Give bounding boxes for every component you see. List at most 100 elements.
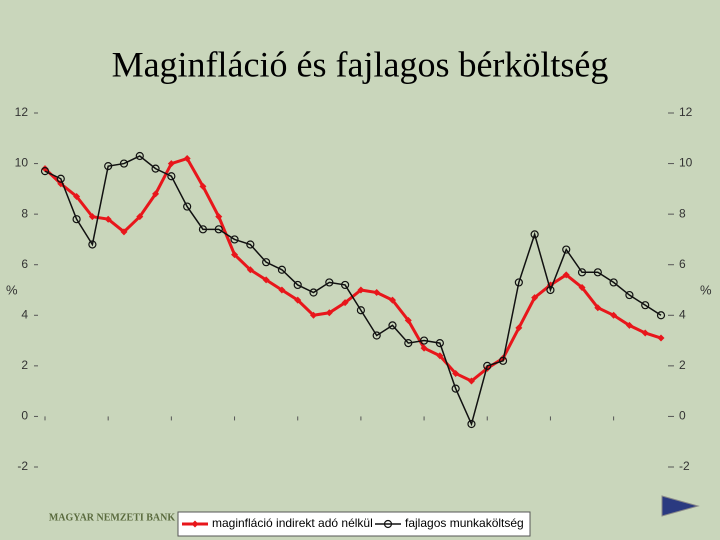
- point-marker: [625, 290, 634, 300]
- point-marker: [294, 296, 302, 304]
- point-marker: [167, 160, 175, 168]
- y-tick-label: -2: [17, 459, 28, 473]
- point-marker: [610, 311, 618, 319]
- point-marker: [73, 192, 81, 200]
- point-marker: [657, 334, 665, 342]
- point-marker: [436, 352, 444, 360]
- point-marker: [625, 321, 633, 329]
- point-marker: [104, 215, 112, 223]
- point-marker: [641, 329, 649, 337]
- point-marker: [383, 519, 393, 529]
- point-marker: [88, 240, 97, 249]
- point-marker: [388, 296, 396, 304]
- point-marker: [278, 286, 286, 294]
- y-tick-label: 10: [15, 156, 29, 170]
- legend-label: fajlagos munkaköltség: [405, 516, 524, 530]
- point-marker: [214, 225, 223, 234]
- point-marker: [152, 190, 160, 198]
- point-marker: [136, 213, 144, 221]
- point-marker: [104, 162, 113, 171]
- y-tick-label: 8: [21, 206, 28, 220]
- y2-axis-label: %: [700, 282, 712, 297]
- point-marker: [498, 356, 508, 365]
- point-marker: [404, 339, 413, 348]
- point-marker: [562, 245, 571, 254]
- point-marker: [72, 215, 81, 224]
- y2-tick-label: 6: [679, 257, 686, 271]
- point-marker: [293, 280, 302, 290]
- point-marker: [325, 309, 333, 317]
- point-marker: [341, 280, 350, 290]
- point-marker: [641, 301, 650, 310]
- point-marker: [419, 336, 429, 345]
- y2-tick-label: -2: [679, 459, 690, 473]
- y2-tick-label: 8: [679, 206, 686, 220]
- point-marker: [183, 155, 191, 163]
- point-marker: [404, 316, 412, 324]
- point-marker: [262, 276, 270, 284]
- point-marker: [198, 225, 208, 234]
- point-marker: [594, 304, 602, 312]
- point-marker: [656, 311, 666, 320]
- y-tick-label: 0: [21, 409, 28, 423]
- point-marker: [120, 228, 128, 236]
- point-marker: [325, 278, 334, 287]
- point-marker: [609, 278, 618, 287]
- point-marker: [309, 288, 318, 297]
- point-marker: [356, 306, 365, 315]
- y-axis-label: %: [6, 282, 18, 297]
- point-marker: [451, 384, 460, 393]
- point-marker: [151, 164, 160, 173]
- y2-tick-label: 2: [679, 358, 686, 372]
- point-marker: [546, 285, 555, 295]
- point-marker: [215, 213, 223, 221]
- point-marker: [310, 311, 318, 319]
- y2-tick-label: 0: [679, 409, 686, 423]
- point-marker: [135, 151, 144, 161]
- point-marker: [262, 258, 271, 267]
- point-marker: [420, 344, 428, 352]
- point-marker: [246, 240, 255, 249]
- point-marker: [483, 361, 492, 370]
- y-tick-label: 4: [21, 307, 28, 321]
- point-marker: [467, 419, 476, 429]
- point-marker: [514, 278, 523, 287]
- point-marker: [41, 165, 49, 173]
- point-marker: [183, 202, 192, 211]
- point-marker: [435, 339, 444, 348]
- legend-box: [177, 511, 531, 537]
- point-marker: [373, 289, 381, 297]
- point-marker: [231, 251, 239, 259]
- y2-tick-label: 12: [679, 105, 693, 119]
- point-marker: [515, 324, 523, 332]
- legend-label: maginfláció indirekt adó nélkül: [212, 516, 373, 530]
- point-marker: [119, 159, 129, 168]
- point-marker: [530, 230, 539, 239]
- point-marker: [230, 235, 239, 244]
- y-tick-label: 12: [15, 105, 29, 119]
- series-line: [44, 155, 662, 427]
- point-marker: [40, 167, 50, 176]
- point-marker: [246, 266, 254, 274]
- point-marker: [388, 321, 397, 330]
- chart-title: Maginfláció és fajlagos bérköltség: [112, 44, 609, 84]
- point-marker: [578, 283, 586, 291]
- point-marker: [452, 369, 460, 377]
- point-marker: [191, 520, 199, 528]
- y2-tick-label: 4: [679, 307, 686, 321]
- y2-tick-label: 10: [679, 156, 693, 170]
- next-button[interactable]: [661, 495, 700, 517]
- point-marker: [88, 213, 96, 221]
- point-marker: [562, 271, 570, 279]
- y-tick-label: 2: [21, 358, 28, 372]
- point-marker: [372, 331, 381, 340]
- point-marker: [577, 268, 587, 277]
- point-marker: [199, 182, 207, 190]
- point-marker: [341, 299, 349, 307]
- point-marker: [167, 172, 176, 181]
- point-marker: [467, 377, 475, 385]
- point-marker: [277, 265, 287, 274]
- point-marker: [357, 286, 365, 294]
- point-marker: [593, 268, 602, 277]
